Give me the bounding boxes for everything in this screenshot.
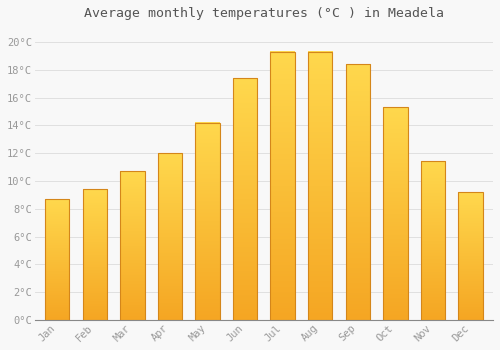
Bar <box>270 52 295 320</box>
Bar <box>420 161 445 320</box>
Bar <box>458 192 482 320</box>
Bar <box>346 64 370 320</box>
Bar <box>196 122 220 320</box>
Bar <box>45 199 70 320</box>
Bar <box>158 153 182 320</box>
Title: Average monthly temperatures (°C ) in Meadela: Average monthly temperatures (°C ) in Me… <box>84 7 444 20</box>
Bar <box>82 189 107 320</box>
Bar <box>233 78 258 320</box>
Bar <box>120 171 144 320</box>
Bar <box>308 52 332 320</box>
Bar <box>383 107 407 320</box>
